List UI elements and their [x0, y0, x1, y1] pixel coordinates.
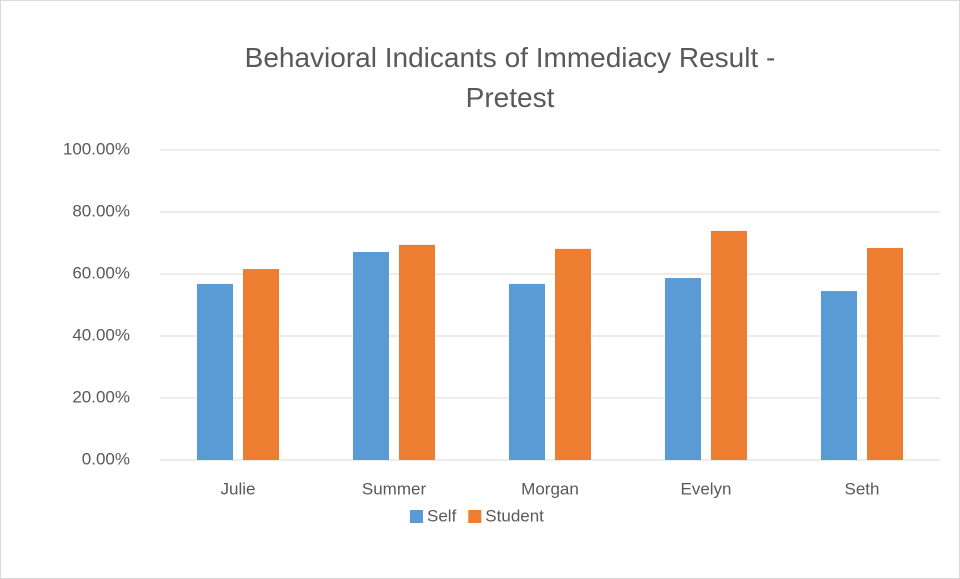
bar [197, 283, 233, 460]
bar [243, 269, 279, 460]
y-tick-label: 20.00% [72, 387, 130, 406]
legend-swatch [468, 510, 482, 523]
bar [509, 283, 545, 460]
y-tick-label: 80.00% [72, 201, 130, 220]
x-tick-label: Julie [221, 479, 256, 498]
x-tick-label: Seth [845, 479, 880, 498]
x-tick-label: Morgan [521, 479, 579, 498]
bar [867, 247, 903, 460]
legend-label: Self [427, 506, 457, 525]
bar [555, 248, 591, 460]
x-tick-label: Summer [362, 479, 427, 498]
legend-swatch [410, 510, 423, 523]
bar [399, 244, 435, 460]
bar [353, 251, 389, 460]
legend-label: Student [485, 506, 544, 525]
bar [665, 278, 701, 460]
y-tick-label: 100.00% [63, 139, 130, 158]
chart-title: Behavioral Indicants of Immediacy Result… [244, 42, 776, 113]
bar [711, 230, 747, 460]
y-tick-label: 60.00% [72, 263, 130, 282]
y-tick-label: 40.00% [72, 325, 130, 344]
x-tick-label: Evelyn [680, 479, 731, 498]
bar [821, 291, 857, 460]
y-tick-label: 0.00% [82, 449, 130, 468]
